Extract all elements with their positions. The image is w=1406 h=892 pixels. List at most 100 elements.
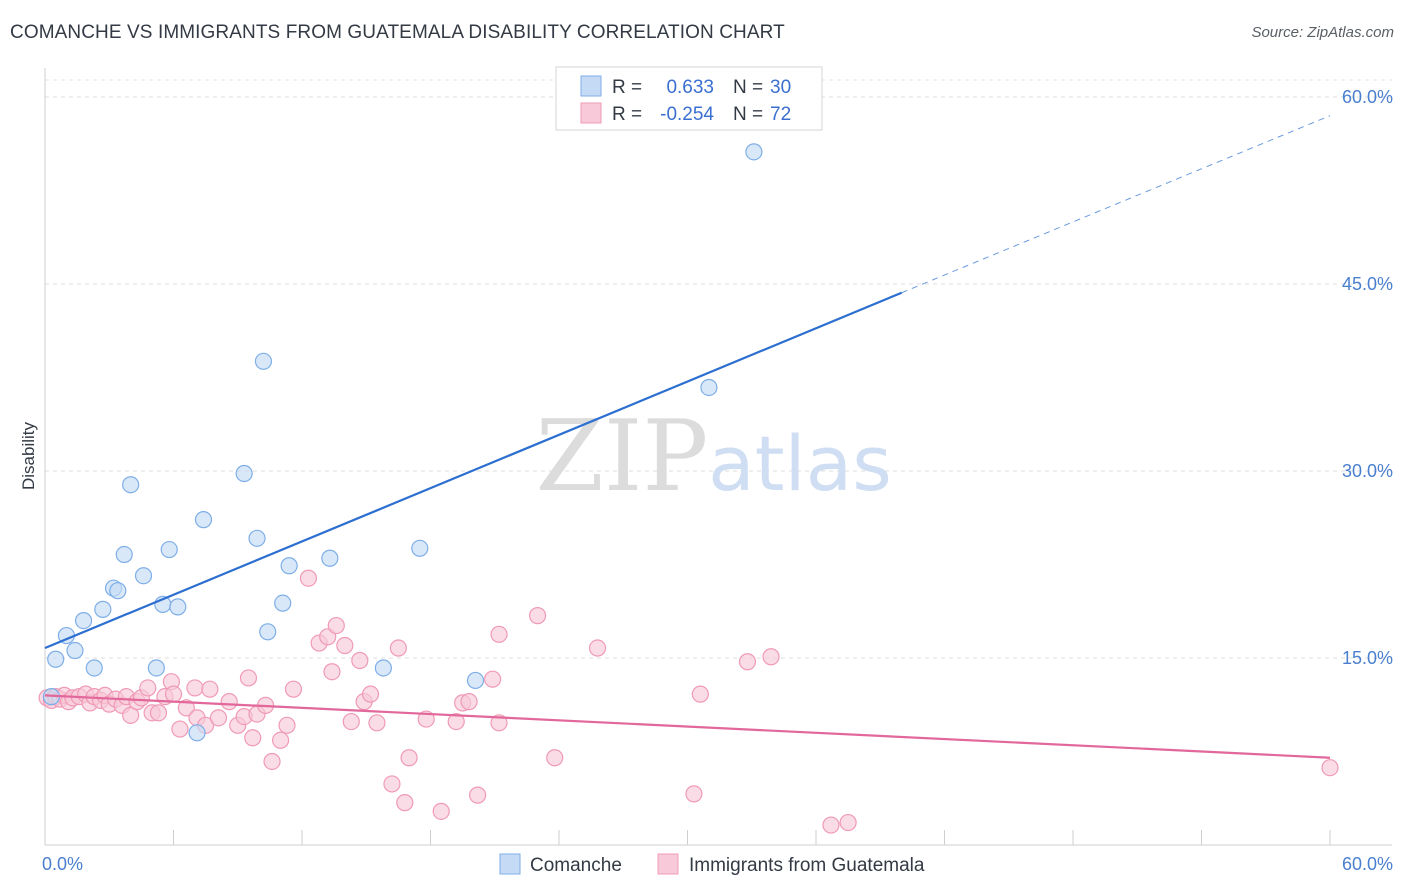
stats-legend: R = 0.633 N = 30 R = -0.254 N = 72 bbox=[555, 66, 823, 131]
guatemala-point-51 bbox=[351, 651, 369, 670]
comanche-point-6 bbox=[94, 600, 112, 618]
guatemala-point-26 bbox=[171, 720, 189, 738]
comanche-point-27 bbox=[466, 671, 485, 690]
guatemala-point-76 bbox=[839, 813, 857, 832]
comanche-point-5 bbox=[85, 659, 103, 677]
x-tick-labels: 0.0% 60.0% bbox=[42, 854, 1393, 874]
y-tick-label-0: 15.0% bbox=[1342, 648, 1393, 668]
guatemala-trend-line bbox=[44, 694, 1331, 759]
x-tick-label-0: 0.0% bbox=[42, 854, 83, 874]
comanche-point-15 bbox=[169, 598, 187, 616]
y-tick-label-2: 45.0% bbox=[1342, 274, 1393, 294]
legend-r-value-guatemala: -0.254 bbox=[660, 104, 714, 125]
trend-lines bbox=[44, 115, 1331, 759]
guatemala-point-44 bbox=[299, 569, 318, 587]
legend-n-label-guatemala: N = bbox=[733, 104, 763, 125]
comanche-point-4 bbox=[74, 611, 93, 630]
comanche-trend-extension bbox=[901, 115, 1331, 294]
comanche-point-24 bbox=[321, 549, 339, 567]
comanche-point-17 bbox=[194, 511, 213, 529]
guatemala-point-54 bbox=[368, 714, 386, 732]
comanche-point-28 bbox=[700, 378, 718, 397]
guatemala-point-37 bbox=[244, 729, 262, 747]
comanche-point-18 bbox=[235, 464, 253, 483]
comanche-point-29 bbox=[745, 143, 763, 161]
legend-r-label-guatemala: R = bbox=[612, 104, 642, 125]
guatemala-point-61 bbox=[447, 712, 465, 731]
guatemala-point-53 bbox=[361, 685, 380, 703]
guatemala-point-56 bbox=[389, 639, 407, 657]
chart-title: COMANCHE VS IMMIGRANTS FROM GUATEMALA DI… bbox=[10, 22, 785, 43]
guatemala-point-72 bbox=[691, 685, 709, 703]
guatemala-point-27 bbox=[177, 699, 195, 717]
guatemala-point-74 bbox=[762, 648, 780, 666]
x-tick-label-1: 60.0% bbox=[1342, 854, 1393, 874]
guatemala-point-77 bbox=[1321, 759, 1339, 777]
guatemala-point-22 bbox=[149, 704, 168, 722]
comanche-point-8 bbox=[109, 582, 127, 600]
guatemala-point-65 bbox=[484, 670, 502, 688]
comanche-point-9 bbox=[115, 545, 133, 564]
y-tick-label-3: 60.0% bbox=[1342, 87, 1393, 107]
guatemala-point-73 bbox=[738, 653, 757, 671]
comanche-point-19 bbox=[248, 529, 266, 547]
guatemala-point-49 bbox=[336, 636, 354, 655]
comanche-point-1 bbox=[47, 650, 65, 668]
guatemala-point-33 bbox=[220, 693, 238, 711]
legend-n-label-comanche: N = bbox=[733, 77, 763, 98]
comanche-point-21 bbox=[259, 623, 277, 641]
guatemala-point-36 bbox=[239, 669, 258, 687]
axes bbox=[44, 68, 1392, 846]
comanche-trend-line bbox=[44, 291, 903, 650]
guatemala-point-42 bbox=[278, 716, 296, 734]
comanche-point-14 bbox=[160, 540, 178, 559]
y-tick-label-1: 30.0% bbox=[1342, 461, 1393, 481]
bottom-legend-swatch-guatemala bbox=[657, 853, 679, 875]
guatemala-point-67 bbox=[490, 714, 508, 732]
guatemala-point-64 bbox=[469, 786, 487, 804]
comanche-point-23 bbox=[280, 557, 298, 575]
comanche-point-26 bbox=[411, 539, 429, 557]
guatemala-point-69 bbox=[546, 749, 564, 767]
watermark: ZIP atlas bbox=[536, 400, 892, 514]
watermark-atlas: atlas bbox=[708, 419, 892, 508]
comanche-point-12 bbox=[147, 659, 165, 677]
bottom-legend-swatch-comanche bbox=[499, 853, 521, 875]
guatemala-point-32 bbox=[209, 709, 228, 727]
comanche-point-16 bbox=[188, 724, 206, 742]
y-axis-label: Disability bbox=[19, 421, 38, 490]
comanche-point-25 bbox=[374, 659, 392, 677]
guatemala-point-71 bbox=[685, 785, 703, 803]
legend-r-value-comanche: 0.633 bbox=[666, 77, 714, 98]
bottom-legend-label-comanche: Comanche bbox=[530, 855, 622, 876]
guatemala-point-70 bbox=[588, 639, 607, 657]
guatemala-point-41 bbox=[271, 731, 290, 749]
guatemala-point-48 bbox=[327, 616, 345, 635]
guatemala-point-66 bbox=[490, 625, 508, 643]
comanche-point-11 bbox=[134, 567, 153, 585]
guatemala-point-40 bbox=[263, 752, 281, 771]
guatemala-point-68 bbox=[528, 607, 547, 625]
guatemala-point-50 bbox=[342, 712, 360, 731]
guatemala-point-57 bbox=[396, 794, 414, 812]
bottom-legend-label-guatemala: Immigrants from Guatemala bbox=[689, 855, 925, 876]
guatemala-point-25 bbox=[164, 685, 183, 703]
guatemala-point-20 bbox=[139, 679, 157, 697]
guatemala-point-28 bbox=[186, 679, 204, 697]
legend-swatch-guatemala bbox=[580, 102, 602, 124]
series-legend: Comanche Immigrants from Guatemala bbox=[499, 853, 925, 876]
guatemala-point-43 bbox=[284, 680, 303, 698]
watermark-zip: ZIP bbox=[536, 400, 709, 514]
guatemala-point-55 bbox=[383, 775, 401, 793]
legend-n-value-comanche: 30 bbox=[770, 77, 791, 98]
comanche-point-3 bbox=[66, 641, 84, 660]
legend-r-label-comanche: R = bbox=[612, 77, 642, 98]
legend-n-value-guatemala: 72 bbox=[770, 104, 791, 125]
guatemala-point-75 bbox=[822, 816, 840, 834]
comanche-point-20 bbox=[254, 352, 273, 370]
guatemala-point-31 bbox=[201, 680, 219, 698]
series-guatemala-points bbox=[38, 569, 1339, 834]
guatemala-point-58 bbox=[400, 749, 418, 767]
legend-swatch-comanche bbox=[580, 75, 602, 97]
